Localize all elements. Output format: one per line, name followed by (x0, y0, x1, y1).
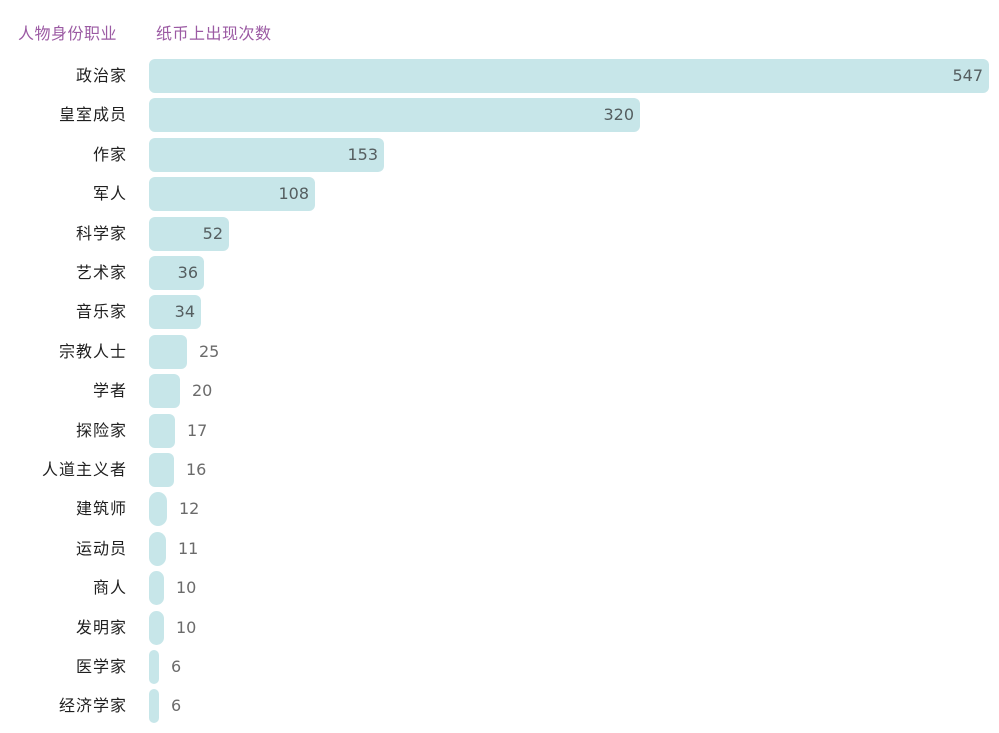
category-label: 发明家 (75, 618, 127, 637)
bar-row: 经济学家 6 (0, 689, 999, 723)
bar: 34 (149, 295, 201, 329)
category-label: 音乐家 (75, 302, 127, 321)
bar-row: 艺术家 36 (0, 256, 999, 290)
bar (149, 335, 187, 369)
value-label: 547 (952, 66, 983, 85)
value-label: 11 (178, 539, 199, 558)
value-label: 25 (199, 342, 220, 361)
bar-row: 宗教人士 25 (0, 335, 999, 369)
bar-row: 建筑师 12 (0, 492, 999, 526)
category-label: 科学家 (75, 224, 127, 243)
value-label: 10 (176, 578, 197, 597)
bar (149, 414, 175, 448)
bar-row: 商人 10 (0, 571, 999, 605)
category-label: 经济学家 (58, 696, 127, 715)
category-label: 艺术家 (75, 263, 127, 282)
bar (149, 571, 164, 605)
bar-row: 政治家 547 (0, 59, 999, 93)
value-label: 6 (171, 657, 182, 676)
bar-row: 探险家 17 (0, 414, 999, 448)
bar-row: 皇室成员 320 (0, 98, 999, 132)
category-label: 人道主义者 (41, 460, 127, 479)
bar-row: 作家 153 (0, 138, 999, 172)
bar (149, 650, 159, 684)
category-label: 运动员 (75, 539, 127, 558)
category-label: 探险家 (75, 421, 127, 440)
category-label: 政治家 (75, 66, 127, 85)
value-label: 320 (603, 105, 634, 124)
bar-row: 发明家 10 (0, 611, 999, 645)
bar-row: 科学家 52 (0, 217, 999, 251)
value-label: 34 (174, 302, 195, 321)
category-label: 作家 (92, 145, 127, 164)
bar-row: 运动员 11 (0, 532, 999, 566)
value-label: 10 (176, 618, 197, 637)
value-label: 108 (278, 184, 309, 203)
category-label: 医学家 (75, 657, 127, 676)
value-label: 20 (192, 381, 213, 400)
bar-row: 医学家 6 (0, 650, 999, 684)
bar (149, 611, 164, 645)
value-label: 153 (347, 145, 378, 164)
bar: 36 (149, 256, 204, 290)
bar-row: 军人 108 (0, 177, 999, 211)
value-label: 6 (171, 696, 182, 715)
bar: 153 (149, 138, 384, 172)
bar (149, 374, 180, 408)
category-label: 建筑师 (75, 499, 127, 518)
bar-row: 人道主义者 16 (0, 453, 999, 487)
category-label: 军人 (92, 184, 127, 203)
category-label: 皇室成员 (58, 105, 127, 124)
bar (149, 453, 174, 487)
value-label: 36 (177, 263, 198, 282)
bar: 547 (149, 59, 989, 93)
bar-row: 学者 20 (0, 374, 999, 408)
bar (149, 492, 167, 526)
value-label: 12 (179, 499, 200, 518)
bar (149, 532, 166, 566)
value-label: 17 (187, 421, 208, 440)
value-label: 16 (186, 460, 207, 479)
value-axis-header: 纸币上出现次数 (156, 24, 272, 43)
category-axis-header: 人物身份职业 (18, 24, 118, 43)
bar-row: 音乐家 34 (0, 295, 999, 329)
category-label: 学者 (92, 381, 127, 400)
category-label: 商人 (92, 578, 127, 597)
bar: 108 (149, 177, 315, 211)
bar: 320 (149, 98, 640, 132)
value-label: 52 (202, 224, 223, 243)
category-label: 宗教人士 (58, 342, 127, 361)
bar (149, 689, 159, 723)
bar: 52 (149, 217, 229, 251)
